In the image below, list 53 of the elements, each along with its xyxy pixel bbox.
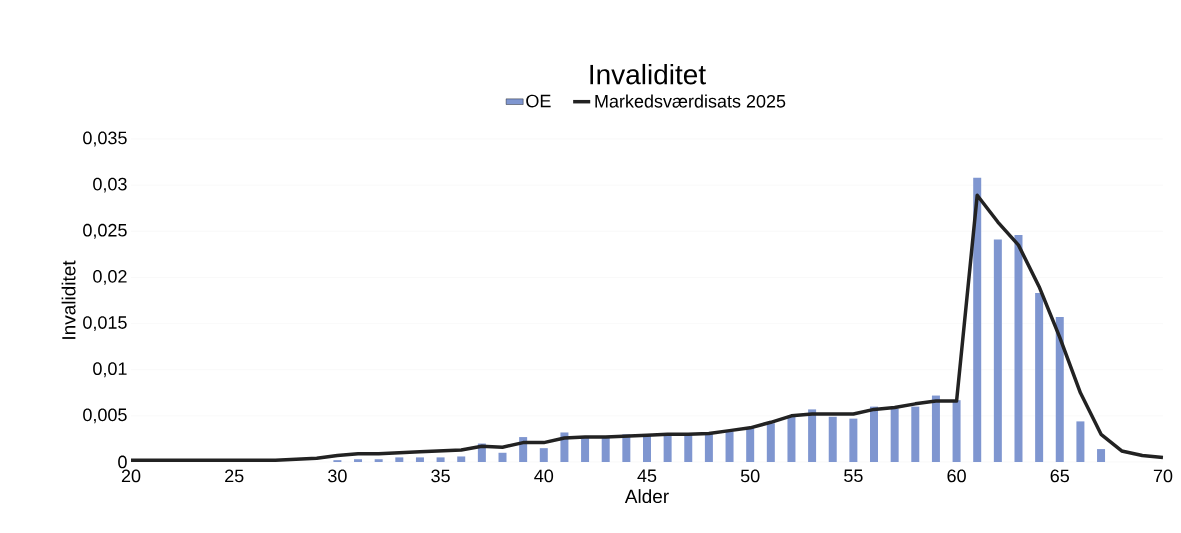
y-tick-label: 0,015 — [83, 316, 127, 332]
x-tick-label: 25 — [225, 469, 244, 483]
x-tick-label: 60 — [947, 469, 966, 483]
bar — [766, 423, 775, 462]
x-tick-label: 20 — [121, 469, 141, 483]
x-tick-label: 35 — [431, 469, 450, 483]
bar — [973, 177, 982, 462]
y-tick-label: 0,02 — [93, 269, 127, 285]
x-axis-title: Alder — [624, 489, 669, 504]
bar — [952, 400, 961, 462]
y-tick-label: 0,03 — [93, 177, 127, 193]
bar — [415, 457, 424, 462]
bar — [436, 457, 445, 462]
bar — [746, 427, 755, 462]
bar — [457, 456, 466, 462]
bar — [787, 415, 796, 462]
x-tick-label: 45 — [637, 469, 657, 483]
x-tick-label: 55 — [844, 469, 863, 483]
x-tick-label: 40 — [534, 469, 554, 483]
y-tick-label: 0,025 — [83, 223, 127, 239]
y-tick-label: 0,035 — [83, 131, 127, 147]
x-tick-label: 65 — [1050, 469, 1070, 483]
bar — [890, 408, 899, 462]
bar — [911, 406, 920, 462]
y-tick-label: 0 — [118, 455, 127, 469]
bar — [993, 239, 1002, 462]
bar — [704, 433, 713, 462]
bar — [663, 434, 672, 462]
x-tick-label: 70 — [1153, 469, 1173, 483]
bar — [931, 395, 940, 462]
bar — [808, 409, 817, 462]
legend-label: OE — [526, 94, 551, 108]
bar — [1014, 234, 1023, 462]
bar — [374, 459, 383, 462]
y-tick-label: 0,01 — [93, 362, 127, 378]
bar — [870, 406, 879, 462]
y-axis-title: Invaliditet — [61, 260, 76, 339]
bar — [828, 416, 837, 462]
legend-label: Markedsværdisats 2025 — [595, 94, 786, 108]
x-tick-label: 30 — [328, 469, 347, 483]
bar — [395, 457, 404, 462]
x-tick-label: 50 — [740, 469, 760, 483]
bar — [498, 452, 507, 462]
bar — [725, 431, 734, 462]
bar — [1076, 421, 1085, 462]
bar — [354, 459, 363, 462]
bar — [1097, 449, 1106, 462]
bar — [1055, 317, 1064, 462]
chart-title: Invaliditet — [590, 63, 706, 85]
y-tick-label: 0,005 — [83, 408, 127, 424]
bar — [539, 448, 548, 462]
bar — [1035, 293, 1044, 462]
bar — [849, 418, 858, 462]
